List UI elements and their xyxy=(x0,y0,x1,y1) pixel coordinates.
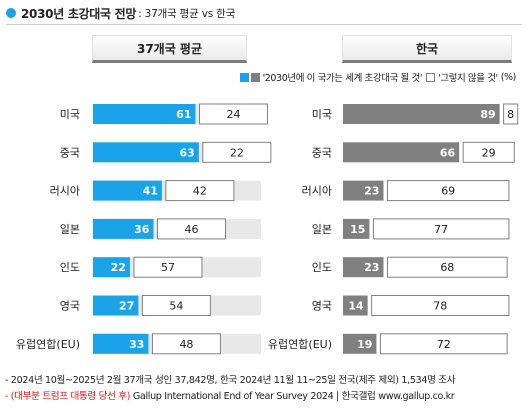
category-label-right: 유럽연합(EU) xyxy=(268,337,332,351)
category-label-right: 영국 xyxy=(312,300,332,313)
bar-no-right xyxy=(379,333,508,355)
category-label-right: 인도 xyxy=(312,261,332,274)
bar-no-right xyxy=(386,180,510,202)
category-label-right: 일본 xyxy=(312,222,332,236)
bar-yes-right xyxy=(343,142,460,163)
data-label-no-right: 77 xyxy=(434,223,448,236)
bar-yes-right xyxy=(343,104,500,124)
data-label-yes-right: 23 xyxy=(364,185,379,198)
legend-label-no: '그렇지 않을 것' xyxy=(438,73,498,84)
bar-no-right xyxy=(386,256,508,278)
data-label-no-left: 48 xyxy=(179,338,193,351)
bar-yes-left xyxy=(93,218,154,239)
bar-no-left xyxy=(202,141,272,163)
bar-no-left xyxy=(198,103,268,125)
bar-no-left xyxy=(133,256,203,278)
legend: '2030년에 이 국가는 세계 초강대국 될 것' '그렇지 않을 것' (%… xyxy=(239,70,517,84)
category-label-right: 중국 xyxy=(312,146,332,159)
title-main: 2030년 초강대국 전망 xyxy=(21,6,137,21)
legend-label-yes: '2030년에 이 국가는 세계 초강대국 될 것' xyxy=(262,73,423,84)
legend-swatch-gray xyxy=(250,72,260,82)
title-divider xyxy=(6,24,522,25)
data-label-yes-left: 63 xyxy=(180,146,195,159)
category-label-left: 인도 xyxy=(60,261,80,274)
data-label-no-right: 8 xyxy=(507,108,514,121)
data-label-yes-right: 66 xyxy=(440,146,456,159)
data-label-no-left: 57 xyxy=(161,261,175,274)
data-label-no-right: 29 xyxy=(482,146,496,159)
bar-yes-left xyxy=(93,333,149,354)
category-label-right: 러시아 xyxy=(302,185,332,198)
footnote-source: - (대부분 트럼프 대통령 당선 후) Gallup Internationa… xyxy=(5,388,455,402)
data-label-yes-right: 15 xyxy=(350,223,365,236)
category-label-left: 일본 xyxy=(60,222,80,236)
title-bullet-icon xyxy=(6,8,16,18)
data-label-yes-left: 22 xyxy=(111,261,126,274)
data-label-no-left: 22 xyxy=(230,146,244,159)
bar-no-left xyxy=(151,333,221,355)
data-label-no-right: 69 xyxy=(441,185,455,198)
legend-swatch-blue xyxy=(239,72,249,82)
bar-no-right xyxy=(371,295,510,316)
data-label-no-left: 54 xyxy=(169,300,183,313)
data-label-yes-left: 33 xyxy=(129,338,144,351)
bar-yes-right xyxy=(343,333,377,354)
data-label-no-left: 42 xyxy=(193,185,207,198)
bar-yes-left xyxy=(93,180,162,201)
data-label-yes-right: 19 xyxy=(357,338,372,351)
bar-yes-right xyxy=(343,180,384,201)
category-label-left: 유럽연합(EU) xyxy=(16,337,80,351)
panel-header-korea: 한국 xyxy=(342,35,512,63)
data-label-yes-left: 27 xyxy=(119,300,134,313)
bar-yes-left xyxy=(93,257,130,278)
legend-unit: (%) xyxy=(500,71,517,83)
data-label-yes-left: 41 xyxy=(143,185,158,198)
data-label-no-right: 72 xyxy=(437,338,451,351)
bar-no-left xyxy=(141,295,211,316)
chart-title: 2030년 초강대국 전망 : 37개국 평균 vs 한국 xyxy=(6,4,235,22)
data-label-no-right: 78 xyxy=(433,300,447,313)
category-label-left: 러시아 xyxy=(50,185,80,198)
category-label-right: 미국 xyxy=(312,108,332,121)
bar-yes-right xyxy=(343,295,368,316)
data-label-yes-right: 14 xyxy=(348,300,364,313)
bar-yes-left xyxy=(93,295,139,316)
bar-no-right xyxy=(503,103,519,125)
data-label-yes-left: 36 xyxy=(134,223,150,236)
footnote-source-text: Gallup International End of Year Survey … xyxy=(130,391,455,402)
data-label-no-left: 24 xyxy=(226,108,240,121)
panel-header-37-countries: 37개국 평균 xyxy=(92,35,247,63)
title-sub: : 37개국 평균 vs 한국 xyxy=(138,7,236,20)
data-label-yes-right: 89 xyxy=(480,108,495,121)
bar-yes-right xyxy=(343,218,370,239)
legend-swatch-white xyxy=(426,72,436,82)
bar-yes-left xyxy=(93,104,196,124)
category-label-left: 중국 xyxy=(60,146,80,159)
footnote-note: - (대부분 트럼프 대통령 당선 후) xyxy=(5,391,131,402)
bar-no-right xyxy=(462,141,515,163)
bar-no-right xyxy=(372,218,510,240)
bar-no-left xyxy=(156,218,226,240)
bar-yes-right xyxy=(343,257,384,278)
data-label-no-left: 46 xyxy=(184,223,198,236)
data-label-no-right: 68 xyxy=(440,261,454,274)
data-label-yes-right: 23 xyxy=(364,261,379,274)
category-label-left: 미국 xyxy=(60,108,80,121)
category-label-left: 영국 xyxy=(60,300,80,313)
bar-yes-left xyxy=(93,142,199,163)
data-label-yes-left: 61 xyxy=(176,108,191,121)
bar-no-left xyxy=(165,180,235,202)
footnote-survey-info: - 2024년 10월~2025년 2월 37개국 성인 37,842명, 한국… xyxy=(5,375,456,386)
